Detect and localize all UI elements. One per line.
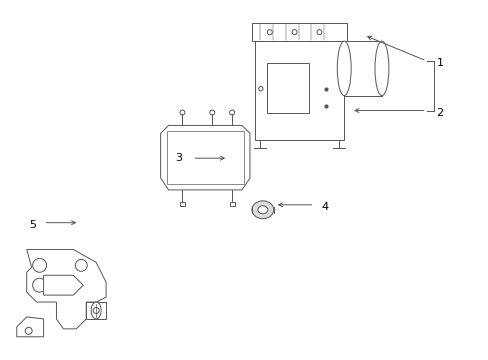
Polygon shape (27, 249, 106, 329)
Ellipse shape (374, 41, 388, 96)
Ellipse shape (251, 201, 273, 219)
Polygon shape (17, 317, 43, 337)
Text: 4: 4 (321, 202, 328, 212)
Text: 2: 2 (436, 108, 443, 117)
Ellipse shape (257, 206, 267, 214)
Bar (266, 63, 308, 113)
Text: 1: 1 (436, 58, 443, 68)
Polygon shape (161, 125, 249, 190)
Polygon shape (43, 275, 83, 295)
Text: 5: 5 (30, 220, 37, 230)
Bar (229, 202, 234, 206)
Bar (254, 41, 344, 140)
Bar (180, 202, 184, 206)
Bar (86, 302, 106, 319)
Bar (251, 23, 346, 41)
Ellipse shape (337, 41, 350, 96)
Bar (344, 41, 381, 96)
Text: 3: 3 (175, 153, 182, 163)
Ellipse shape (91, 302, 101, 319)
Bar (166, 131, 244, 184)
